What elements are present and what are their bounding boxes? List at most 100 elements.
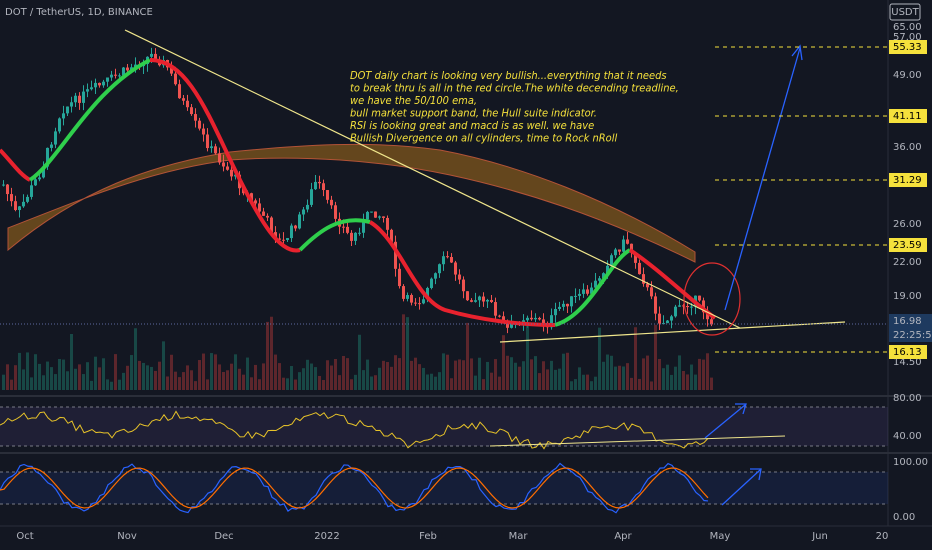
volume-bar xyxy=(486,361,489,390)
candle xyxy=(486,300,489,302)
volume-bar xyxy=(74,368,77,390)
volume-bar xyxy=(242,374,245,390)
candle xyxy=(90,87,93,90)
candle xyxy=(94,82,97,88)
candle xyxy=(430,278,433,288)
candle xyxy=(414,302,417,304)
countdown: 22:25:56 xyxy=(893,330,932,341)
last-price-tag xyxy=(889,314,932,342)
candle xyxy=(202,128,205,135)
volume-bar xyxy=(34,354,37,390)
volume-bar xyxy=(282,377,285,390)
candle xyxy=(290,225,293,239)
volume-bar xyxy=(522,361,525,390)
volume-bar xyxy=(510,357,513,390)
candle xyxy=(126,67,129,71)
volume-bar xyxy=(558,368,561,390)
volume-bar xyxy=(214,354,217,390)
candle xyxy=(218,153,221,163)
candle xyxy=(510,322,513,328)
stoch-arrow xyxy=(721,468,762,506)
volume-bar xyxy=(138,360,141,390)
volume-bar xyxy=(466,322,469,390)
candle xyxy=(154,53,157,62)
volume-bar xyxy=(334,359,337,390)
volume-bar xyxy=(638,378,641,390)
descending-trendline xyxy=(124,29,741,329)
volume-bar xyxy=(194,381,197,390)
candle xyxy=(210,146,213,149)
volume-bar xyxy=(246,357,249,390)
volume-bar xyxy=(382,360,385,390)
candle xyxy=(122,67,125,76)
candle xyxy=(610,255,613,266)
volume-bar xyxy=(330,365,333,390)
volume-bar xyxy=(462,360,465,390)
volume-bar xyxy=(590,381,593,390)
candle xyxy=(538,317,541,320)
volume-bar xyxy=(218,364,221,390)
volume-bar xyxy=(686,374,689,390)
volume-bar xyxy=(398,358,401,390)
candle xyxy=(106,77,109,82)
volume-bar xyxy=(250,377,253,390)
support-line xyxy=(499,321,846,343)
volume-bar xyxy=(262,363,265,390)
volume-bar xyxy=(226,370,229,390)
volume-bar xyxy=(22,369,25,390)
currency-box[interactable] xyxy=(889,3,921,21)
rsi-band xyxy=(0,407,888,446)
volume-bar xyxy=(422,367,425,390)
volume-bar xyxy=(454,360,457,390)
volume-bar xyxy=(110,381,113,390)
volume-bar xyxy=(650,381,653,390)
volume-bar xyxy=(158,361,161,390)
volume-bar xyxy=(414,357,417,390)
price-tag-label: 23.59 xyxy=(893,240,922,251)
candle xyxy=(318,181,321,184)
candle xyxy=(426,287,429,300)
candle xyxy=(598,278,601,281)
candle xyxy=(490,300,493,303)
volume-bar xyxy=(18,352,21,390)
candle xyxy=(38,177,41,180)
candle xyxy=(54,131,57,145)
price-label: 26.00 xyxy=(893,219,922,230)
candle xyxy=(526,317,529,321)
candle xyxy=(566,303,569,307)
price-tag xyxy=(889,345,927,359)
rsi-line xyxy=(0,410,709,450)
time-label: Dec xyxy=(214,531,233,542)
candle xyxy=(482,296,485,302)
target-levels xyxy=(715,46,888,353)
volume-bar xyxy=(430,373,433,390)
candle xyxy=(46,147,49,167)
volume-bar xyxy=(266,321,269,390)
currency[interactable]: USDT xyxy=(891,7,919,18)
volume-bar xyxy=(478,357,481,390)
volume-bar xyxy=(314,367,317,390)
candle xyxy=(234,174,237,177)
stoch-label: 100.00 xyxy=(893,457,928,468)
volume-bar xyxy=(586,374,589,390)
candle xyxy=(550,315,553,328)
candle xyxy=(682,305,685,307)
price-label: 65.00 xyxy=(893,22,922,33)
candle xyxy=(542,319,545,326)
volume-bar xyxy=(70,333,73,390)
volume-bar xyxy=(174,371,177,390)
volume-bar xyxy=(350,379,353,390)
volume-bar xyxy=(690,364,693,390)
candle xyxy=(646,283,649,288)
volume-bar xyxy=(394,355,397,390)
time-label: May xyxy=(710,531,731,542)
candle xyxy=(22,201,25,207)
rsi-label: 80.00 xyxy=(893,393,922,404)
candle xyxy=(670,316,673,321)
stoch-band xyxy=(0,472,888,504)
annotation-line: to break thru is all in the red circle.T… xyxy=(350,82,679,95)
price-tag-label: 55.33 xyxy=(893,42,922,53)
volume-bar xyxy=(470,358,473,390)
price-tag xyxy=(889,40,927,54)
volume-bar xyxy=(58,359,61,390)
